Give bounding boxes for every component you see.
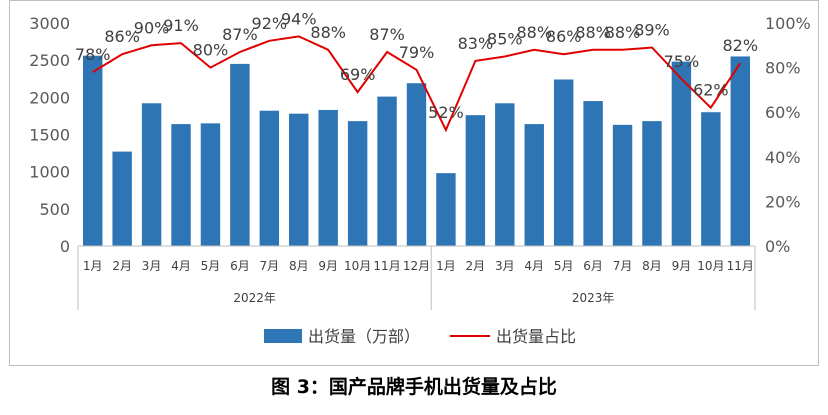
y-left-tick-label: 3000 [29, 14, 70, 33]
bar [553, 79, 574, 246]
data-label: 90% [134, 18, 170, 37]
data-label: 88% [516, 23, 552, 42]
data-label: 91% [163, 16, 199, 35]
y-left-tick-label: 0 [60, 237, 70, 256]
figure-caption: 图 3：国产品牌手机出货量及占比 [271, 376, 557, 398]
data-label: 75% [664, 52, 700, 71]
bar [524, 124, 544, 246]
y-left-tick-label: 1000 [29, 163, 70, 182]
x-tick-label: 2月 [466, 259, 486, 273]
bar [259, 110, 280, 246]
x-tick-label: 10月 [344, 259, 371, 273]
x-tick-label: 7月 [613, 259, 633, 273]
data-label: 89% [634, 21, 670, 40]
data-label: 88% [575, 23, 611, 42]
y-right-tick-label: 20% [765, 192, 801, 211]
bar [289, 113, 309, 246]
data-label: 79% [399, 43, 435, 62]
bar [406, 83, 427, 247]
x-tick-label: 10月 [697, 259, 724, 273]
bar [583, 101, 603, 246]
x-tick-label: 4月 [524, 259, 544, 273]
x-tick-label: 9月 [672, 259, 692, 273]
bar [112, 151, 132, 246]
x-tick-label: 3月 [142, 259, 162, 273]
data-label: 94% [281, 9, 317, 28]
x-tick-label: 4月 [171, 259, 191, 273]
bar [671, 61, 692, 246]
data-label: 92% [252, 14, 288, 33]
bar [612, 124, 633, 246]
bar [465, 115, 486, 246]
legend-line-label: 出货量占比 [496, 327, 576, 346]
y-left-tick-label: 1500 [29, 126, 70, 145]
chart-frame: 0 500 1000 1500 2000 2500 3000 0% 20% 40% 60% 80% 10… [9, 0, 819, 366]
bar [347, 121, 368, 246]
y-right-tick-label: 40% [765, 148, 801, 167]
data-label: 87% [369, 25, 405, 44]
x-group-label: 2022年 [233, 291, 276, 305]
data-label: 62% [693, 81, 729, 100]
y-right-tick-label: 100% [765, 14, 811, 33]
x-tick-label: 7月 [260, 259, 280, 273]
y-left-tick-label: 500 [39, 200, 70, 219]
y-left-tick-label: 2500 [29, 51, 70, 70]
x-tick-label: 11月 [373, 259, 400, 273]
bar [377, 96, 397, 246]
bar [495, 103, 515, 246]
legend-bar-swatch [264, 329, 302, 343]
data-label: 86% [546, 27, 582, 46]
data-label: 88% [310, 23, 346, 42]
chart-svg: 0 500 1000 1500 2000 2500 3000 0% 20% 40% 60% 80% 10… [29, 9, 811, 346]
x-tick-label: 11月 [727, 259, 754, 273]
bar [318, 109, 338, 246]
bar [171, 124, 191, 246]
data-label: 69% [340, 65, 376, 84]
y-left-tick-label: 2000 [29, 88, 70, 107]
share-line [92, 35, 742, 133]
x-tick-label: 1月 [83, 259, 103, 273]
y-right-tick-label: 80% [765, 59, 801, 78]
x-tick-label: 3月 [495, 259, 515, 273]
legend-bar-label: 出货量（万部） [308, 327, 420, 346]
x-tick-label: 6月 [583, 259, 603, 273]
data-label: 82% [723, 36, 759, 55]
data-label: 87% [222, 25, 258, 44]
bar [436, 173, 456, 246]
x-tick-label: 12月 [403, 259, 430, 273]
data-label: 52% [428, 103, 464, 122]
bar [83, 55, 103, 246]
data-label: 83% [458, 34, 494, 53]
x-tick-label: 9月 [318, 259, 338, 273]
bar [642, 121, 662, 246]
data-label: 80% [193, 41, 229, 60]
x-tick-label: 5月 [201, 259, 221, 273]
x-group-label: 2023年 [572, 291, 615, 305]
y-right-tick-label: 60% [765, 103, 801, 122]
data-label: 78% [75, 45, 111, 64]
bar [200, 123, 221, 246]
x-tick-label: 8月 [289, 259, 309, 273]
x-tick-label: 6月 [230, 259, 250, 273]
x-tick-label: 2月 [112, 259, 132, 273]
bar [701, 112, 721, 246]
bar [230, 63, 250, 247]
y-right-tick-label: 0% [765, 237, 790, 256]
data-label: 88% [605, 23, 641, 42]
x-tick-label: 1月 [436, 259, 456, 273]
bar [730, 56, 750, 247]
data-label: 85% [487, 29, 523, 48]
bar [141, 103, 162, 246]
x-tick-label: 8月 [642, 259, 662, 273]
data-label: 86% [104, 27, 140, 46]
x-tick-label: 5月 [554, 259, 574, 273]
